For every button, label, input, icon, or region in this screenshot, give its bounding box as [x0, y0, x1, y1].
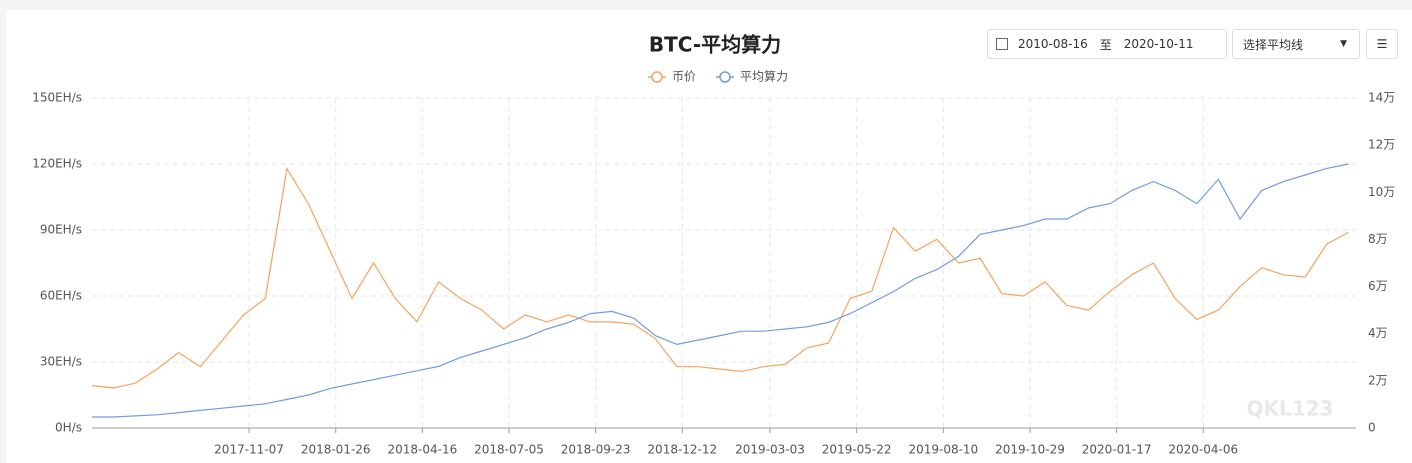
x-tick-label: 2018-01-26: [301, 443, 371, 457]
y2-tick-label: 12万: [1368, 138, 1395, 152]
legend-icon: [651, 71, 663, 83]
y2-tick-label: 0: [1368, 421, 1376, 435]
y-tick-label: 90EH/s: [40, 223, 82, 237]
y2-tick-label: 6万: [1368, 279, 1388, 293]
chart-title: BTC-平均算力: [649, 33, 781, 57]
y-tick-label: 150EH/s: [32, 91, 82, 105]
y2-tick-label: 8万: [1368, 232, 1388, 246]
end-date[interactable]: 2020-10-11: [1123, 37, 1194, 51]
y-tick-label: 120EH/s: [32, 157, 82, 171]
y2-tick-label: 2万: [1368, 373, 1388, 387]
card: [6, 10, 1412, 463]
menu-button[interactable]: ☰: [1366, 29, 1398, 59]
start-date[interactable]: 2010-08-16: [1018, 37, 1088, 51]
watermark: QKL123: [1247, 397, 1334, 421]
y-tick-label: 30EH/s: [40, 355, 82, 369]
x-tick-label: 2017-11-07: [214, 443, 284, 457]
legend-label: 币价: [672, 70, 696, 84]
y2-tick-label: 4万: [1368, 326, 1388, 340]
y-tick-label: 60EH/s: [40, 289, 82, 303]
x-tick-label: 2019-05-22: [822, 443, 892, 457]
x-tick-label: 2018-04-16: [387, 443, 457, 457]
x-tick-label: 2020-01-17: [1082, 443, 1152, 457]
series-line: [91, 167, 1349, 389]
average-select[interactable]: 选择平均线 ▼: [1232, 29, 1360, 59]
y-tick-label: 0H/s: [55, 421, 82, 435]
calendar-icon: [996, 38, 1008, 50]
y2-tick-label: 10万: [1368, 185, 1395, 199]
x-tick-label: 2018-07-05: [474, 443, 544, 457]
legend-label: 平均算力: [740, 69, 788, 84]
y2-tick-label: 14万: [1368, 91, 1395, 105]
x-tick-label: 2019-03-03: [735, 443, 805, 457]
separator: 至: [1099, 37, 1112, 52]
series-line: [92, 163, 1349, 418]
legend-icon: [719, 71, 731, 83]
x-tick-label: 2018-12-12: [647, 443, 717, 457]
x-tick-label: 2019-08-10: [908, 443, 978, 457]
x-tick-label: 2019-10-29: [995, 443, 1065, 457]
caret: ▼: [1340, 39, 1347, 49]
select-label: 选择平均线: [1243, 37, 1304, 52]
x-tick-label: 2020-04-06: [1168, 443, 1238, 457]
date-range[interactable]: 2010-08-16 至 2020-10-11: [987, 29, 1227, 59]
x-tick-label: 2018-09-23: [561, 443, 631, 457]
